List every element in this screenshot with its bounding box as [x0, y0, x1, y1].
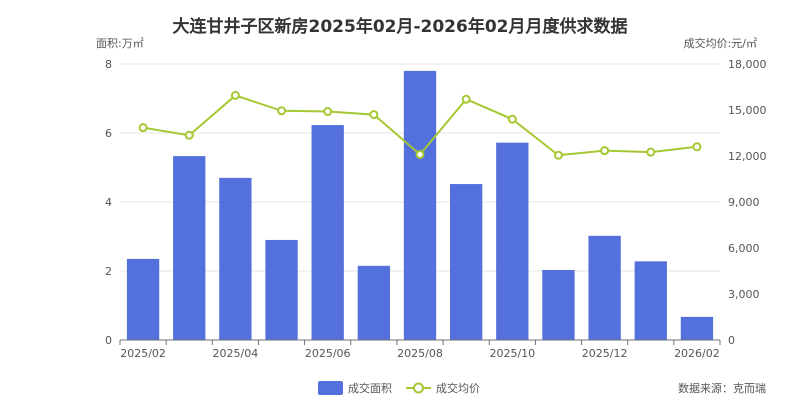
price-point[interactable] — [184, 130, 194, 140]
price-point[interactable] — [415, 149, 425, 159]
x-tick-label: 2026/02 — [674, 347, 720, 360]
left-tick-label: 8 — [105, 58, 112, 71]
area-bar[interactable] — [173, 156, 206, 340]
left-tick-label: 6 — [105, 127, 112, 140]
legend-marker-price — [413, 382, 424, 394]
area-bars — [126, 70, 714, 341]
price-point[interactable] — [230, 90, 240, 100]
area-bar[interactable] — [403, 70, 437, 341]
right-tick-label: 3,000 — [728, 288, 760, 301]
right-tick-label: 9,000 — [728, 196, 760, 209]
x-tick-label: 2025/10 — [489, 347, 535, 360]
area-bar[interactable] — [634, 261, 667, 340]
area-bar[interactable] — [588, 235, 621, 340]
right-tick-label: 0 — [728, 334, 735, 347]
x-tick-label: 2025/08 — [397, 347, 443, 360]
price-point[interactable] — [600, 146, 610, 156]
price-point[interactable] — [507, 114, 517, 124]
legend-label-area: 成交面积 — [348, 381, 392, 395]
chart-title: 大连甘井子区新房2025年02月-2026年02月月度供求数据 — [173, 16, 628, 37]
left-tick-label: 2 — [105, 265, 112, 278]
price-point[interactable] — [369, 110, 379, 120]
legend-item-area[interactable]: 成交面积 — [318, 381, 392, 395]
legend-item-price[interactable]: 成交均价 — [406, 381, 480, 395]
x-tick-label: 2025/12 — [582, 347, 628, 360]
area-bar[interactable] — [357, 265, 390, 340]
right-y-axis: 0 3,000 6,000 9,000 12,000 15,000 18,000 — [728, 58, 767, 347]
area-bar[interactable] — [311, 125, 344, 340]
data-source: 数据来源：克而瑞 — [678, 381, 766, 395]
price-point[interactable] — [646, 147, 656, 157]
x-tick-label: 2025/06 — [305, 347, 351, 360]
left-tick-label: 0 — [105, 334, 112, 347]
left-tick-label: 4 — [105, 196, 112, 209]
price-line — [138, 90, 702, 160]
area-bar[interactable] — [219, 177, 252, 340]
legend-label-price: 成交均价 — [436, 381, 480, 395]
x-axis: 2025/02 2025/04 2025/06 2025/08 2025/10 2025/… — [119, 339, 721, 360]
right-tick-label: 12,000 — [728, 150, 767, 163]
x-tick-label: 2025/02 — [120, 347, 166, 360]
x-tick-label: 2025/04 — [213, 347, 259, 360]
area-bar[interactable] — [450, 184, 483, 340]
price-point[interactable] — [461, 94, 471, 104]
area-bar[interactable] — [265, 239, 298, 340]
left-y-axis: 0 2 4 6 8 — [105, 58, 112, 347]
area-bar[interactable] — [496, 142, 529, 340]
price-point[interactable] — [277, 106, 287, 116]
area-bar[interactable] — [126, 258, 160, 340]
legend: 成交面积 成交均价 — [318, 381, 480, 395]
price-point[interactable] — [553, 150, 563, 160]
area-bar[interactable] — [542, 269, 575, 340]
legend-swatch-area — [318, 381, 343, 395]
price-point[interactable] — [692, 142, 702, 152]
right-axis-unit: 成交均价:元/㎡ — [684, 36, 757, 50]
right-tick-label: 6,000 — [728, 242, 760, 255]
left-axis-unit: 面积:万㎡ — [96, 37, 144, 50]
price-point[interactable] — [138, 123, 148, 133]
right-tick-label: 15,000 — [728, 104, 767, 117]
price-point[interactable] — [323, 107, 333, 117]
right-tick-label: 18,000 — [728, 58, 767, 71]
area-bar[interactable] — [680, 316, 714, 340]
